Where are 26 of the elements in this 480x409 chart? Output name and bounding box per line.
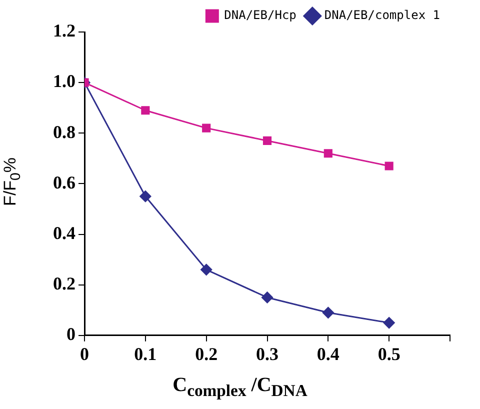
x-tick-label: 0.2 [195, 344, 218, 364]
y-tick-label: 1.2 [53, 20, 76, 41]
y-tick-label: 0.6 [53, 172, 76, 192]
point [383, 317, 395, 329]
point [140, 190, 152, 202]
point [141, 106, 150, 115]
y-tick-label: 0 [66, 324, 76, 344]
point [262, 136, 272, 146]
x-tick-label: 0.4 [316, 344, 340, 364]
y-tick-label: 0.2 [53, 273, 76, 294]
x-tick-label: 0.5 [378, 344, 400, 364]
point [324, 149, 332, 158]
x-axis-title: C$_{complex}$ /C$_{DNA}$ [172, 374, 308, 401]
x-tick-label: 0.1 [134, 344, 157, 364]
x-tick-label: 0.3 [256, 344, 278, 364]
point [384, 162, 394, 170]
point [202, 124, 211, 132]
legend-label: DNA/EB/Hcp [224, 8, 296, 22]
legend-label: DNA/EB/complex 1 [324, 8, 440, 22]
x-tick-label: 0 [80, 344, 89, 364]
y-tick-label: 0.8 [53, 122, 76, 142]
y-tick-label: 1.0 [53, 71, 76, 92]
point [200, 264, 212, 276]
y-tick-label: 0.4 [53, 222, 76, 243]
point [322, 306, 334, 318]
point [262, 292, 273, 304]
